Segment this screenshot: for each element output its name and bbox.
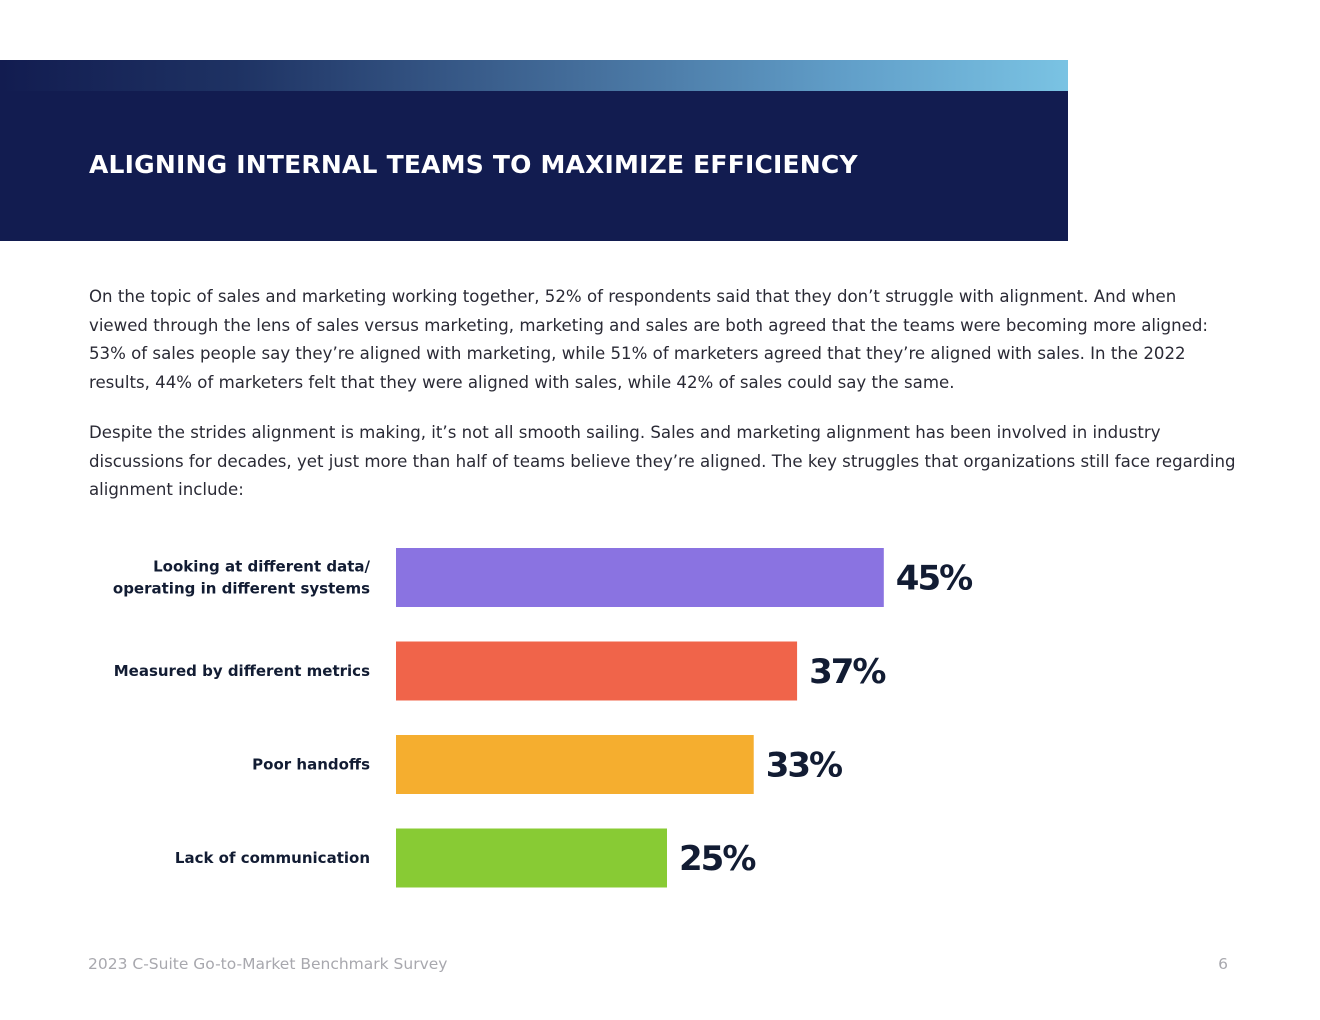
category-label-1-0: Measured by different metrics [114,662,370,680]
bar-2 [396,735,754,794]
category-label-0-1: operating in different systems [113,580,370,598]
value-label-3: 25% [679,839,755,879]
category-label-0-0: Looking at different data/ [153,558,370,576]
category-label-3-0: Lack of communication [175,849,370,867]
page-title: Aligning internal teams to maximize effi… [89,150,858,179]
page-number: 6 [1218,955,1228,973]
value-label-1: 37% [809,652,885,692]
bar-1 [396,641,798,701]
footer-survey-name: 2023 C-Suite Go-to-Market Benchmark Surv… [88,955,448,973]
value-label-2: 33% [766,746,842,786]
value-label-0: 45% [896,559,972,599]
header-gradient-strip [0,60,1068,91]
bar-0 [396,548,884,607]
category-label-2-0: Poor handoffs [252,756,370,774]
bar-3 [396,828,667,888]
title-band [0,91,1068,241]
intro-paragraph: On the topic of sales and marketing work… [89,287,1208,392]
struggles-paragraph: Despite the strides alignment is making,… [89,423,1236,499]
